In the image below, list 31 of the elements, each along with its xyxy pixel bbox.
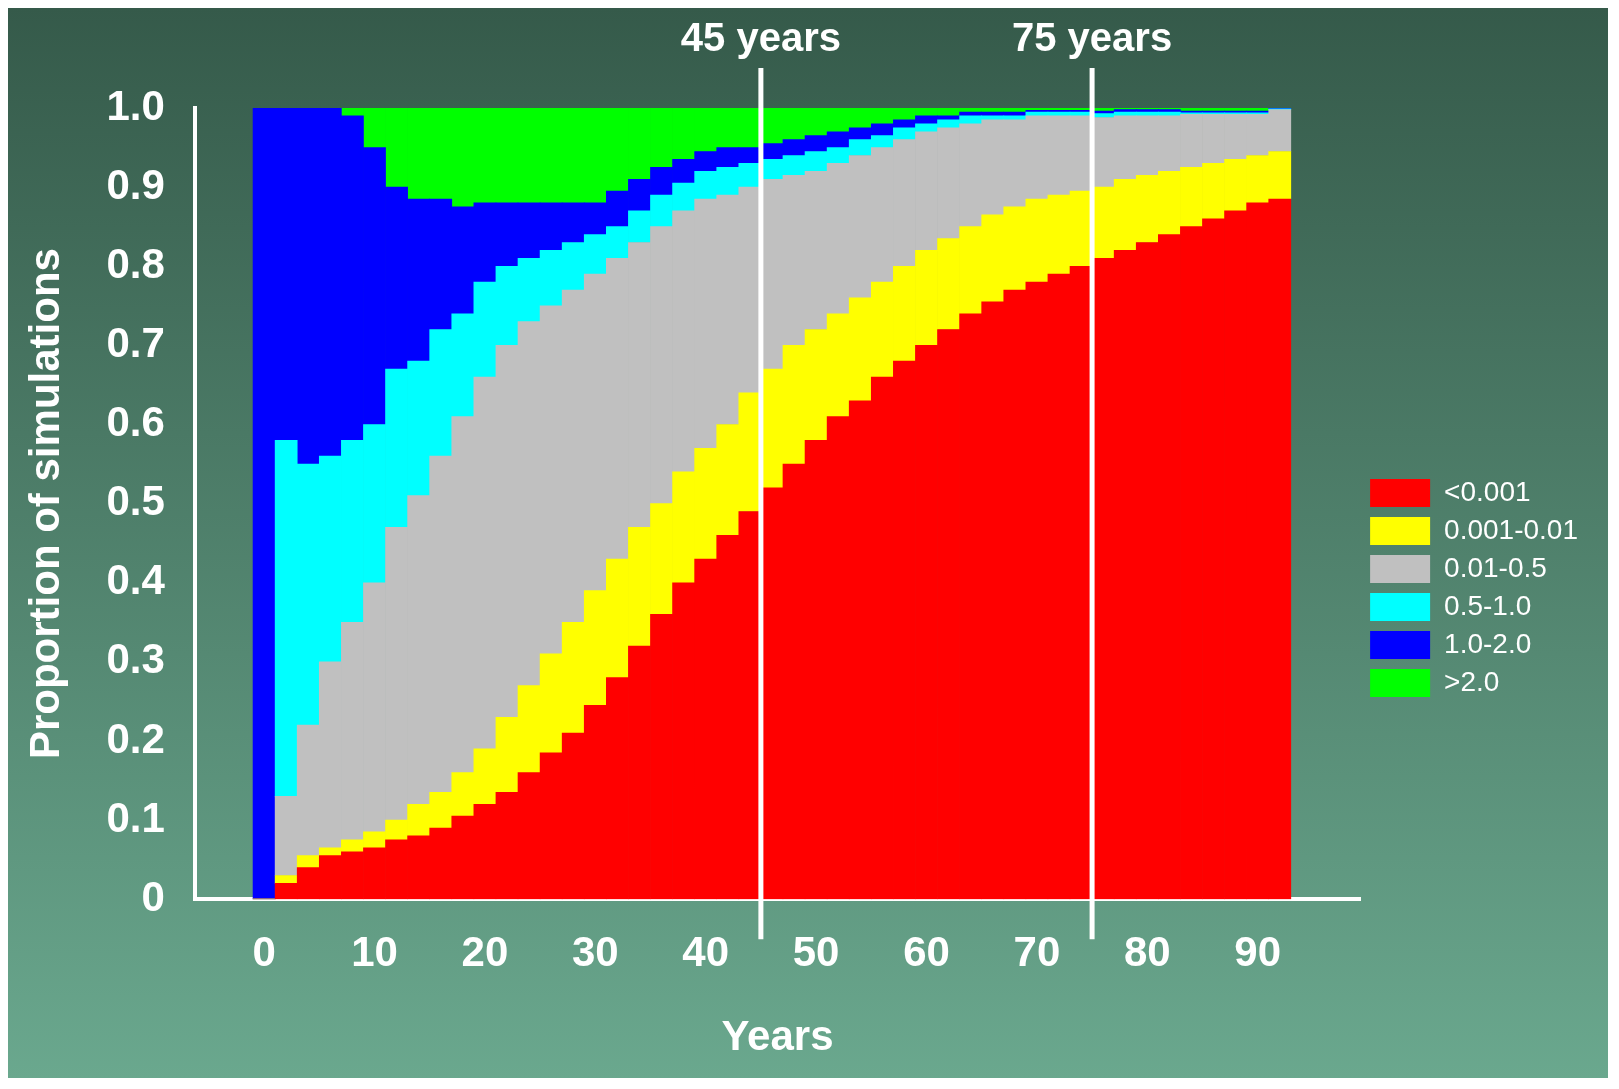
ref-line-label: 75 years xyxy=(1012,15,1173,60)
y-tick-label: 0.8 xyxy=(106,239,165,287)
x-tick-label: 10 xyxy=(351,927,398,975)
y-tick-label: 0.2 xyxy=(106,714,165,762)
x-tick-label: 0 xyxy=(252,927,276,975)
x-tick-label: 20 xyxy=(461,927,509,975)
x-axis-title: Years xyxy=(721,1012,834,1060)
x-tick-label: 80 xyxy=(1123,927,1171,975)
y-tick-label: 0 xyxy=(141,872,165,920)
legend-label: 1.0-2.0 xyxy=(1444,627,1532,659)
x-tick-label: 30 xyxy=(571,927,619,975)
x-tick-label: 50 xyxy=(792,927,840,975)
ref-line-label: 45 years xyxy=(680,15,841,60)
x-tick-label: 70 xyxy=(1013,927,1061,975)
y-tick-label: 0.9 xyxy=(106,160,165,208)
y-axis-title: Proportion of simulations xyxy=(20,248,68,760)
y-tick-label: 0.3 xyxy=(106,635,165,683)
x-tick-label: 40 xyxy=(682,927,730,975)
legend-label: 0.01-0.5 xyxy=(1444,551,1547,583)
legend-label: <0.001 xyxy=(1444,475,1531,507)
legend-label: >2.0 xyxy=(1444,665,1500,697)
y-tick-label: 0.5 xyxy=(106,477,165,525)
x-tick-label: 60 xyxy=(903,927,950,975)
y-tick-label: 1.0 xyxy=(106,81,165,129)
legend-label: 0.001-0.01 xyxy=(1444,513,1578,545)
legend-label: 0.5-1.0 xyxy=(1444,589,1532,621)
y-tick-label: 0.1 xyxy=(106,793,165,841)
y-tick-label: 0.6 xyxy=(106,398,165,446)
y-tick-label: 0.7 xyxy=(106,318,165,366)
y-tick-label: 0.4 xyxy=(106,556,166,604)
x-tick-label: 90 xyxy=(1234,927,1282,975)
